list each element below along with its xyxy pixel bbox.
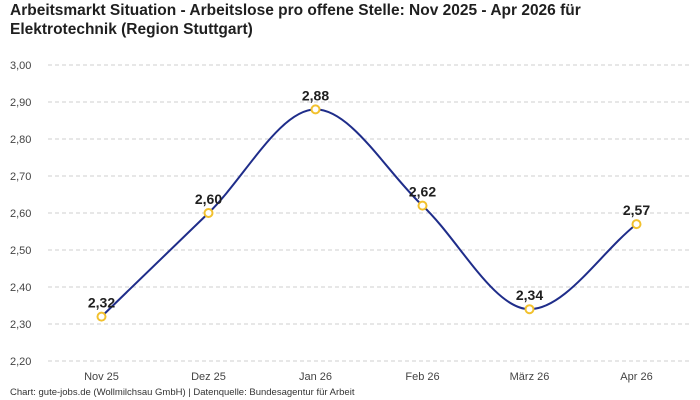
y-tick-label: 2,90 xyxy=(10,97,31,109)
y-tick-label: 3,00 xyxy=(10,60,31,72)
data-point xyxy=(310,104,321,115)
x-tick-label: Dez 25 xyxy=(191,371,226,383)
y-tick-label: 2,70 xyxy=(10,171,31,183)
y-tick-label: 2,80 xyxy=(10,134,31,146)
y-tick-label: 2,30 xyxy=(10,319,31,331)
data-labels: 2,32 2,60 2,88 2,62 2,34 2,57 xyxy=(88,87,650,310)
data-point xyxy=(417,200,428,211)
data-label: 2,57 xyxy=(623,202,650,218)
x-tick-label: Nov 25 xyxy=(84,371,119,383)
data-point xyxy=(96,311,107,322)
data-point xyxy=(631,219,642,230)
y-tick-label: 2,20 xyxy=(10,356,31,368)
y-tick-label: 2,50 xyxy=(10,245,31,257)
x-axis-ticks: Nov 25 Dez 25 Jan 26 Feb 26 März 26 Apr 26 xyxy=(84,371,653,383)
chart-title: Arbeitsmarkt Situation - Arbeitslose pro… xyxy=(10,2,581,38)
chart-footer: Chart: gute-jobs.de (Wollmilchsau GmbH) … xyxy=(10,387,355,398)
data-label: 2,34 xyxy=(516,287,543,303)
data-label: 2,88 xyxy=(302,87,329,103)
x-tick-label: Feb 26 xyxy=(405,371,439,383)
x-tick-label: Apr 26 xyxy=(620,371,652,383)
y-tick-label: 2,40 xyxy=(10,282,31,294)
data-label: 2,60 xyxy=(195,191,222,207)
data-label: 2,62 xyxy=(409,184,436,200)
data-label: 2,32 xyxy=(88,295,115,311)
y-tick-label: 2,60 xyxy=(10,208,31,220)
y-axis-ticks: 2,20 2,30 2,40 2,50 2,60 2,70 2,80 2,90 3,00 xyxy=(10,60,31,368)
data-point xyxy=(524,304,535,315)
data-point xyxy=(203,208,214,218)
gridlines xyxy=(48,64,690,362)
x-tick-label: März 26 xyxy=(510,371,550,383)
series-line xyxy=(100,108,638,318)
series-markers xyxy=(96,104,642,322)
x-tick-label: Jan 26 xyxy=(299,371,332,383)
